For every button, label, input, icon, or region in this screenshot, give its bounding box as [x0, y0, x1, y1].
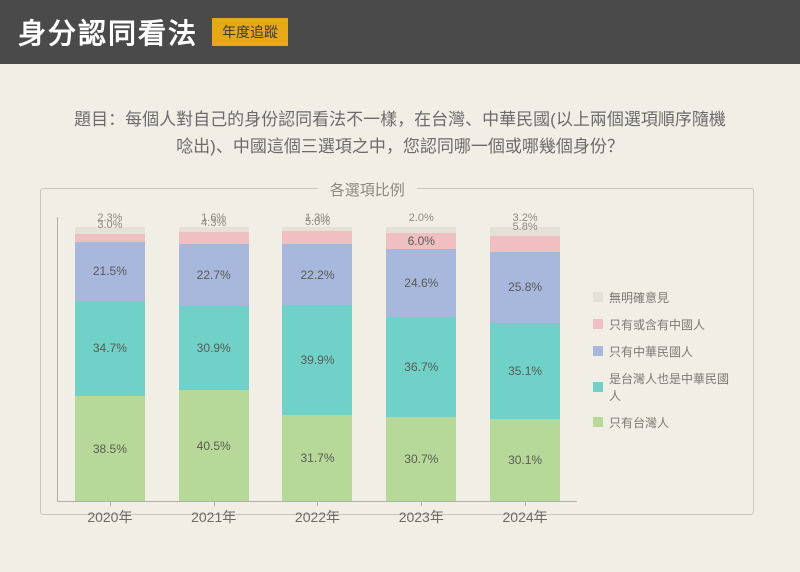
seg-value: 5.8%: [513, 221, 538, 233]
seg-tw_roc: 34.7%: [75, 301, 145, 396]
seg-only_roc: 24.6%: [386, 249, 456, 316]
seg-value: 2.0%: [409, 212, 434, 224]
header-bar: 身分認同看法 年度追蹤: [0, 0, 800, 64]
legend-swatch: [593, 346, 603, 356]
chart-container: 各選項比例 2.3%3.0%21.5%34.7%38.5%1.6%4.3%22.…: [40, 188, 754, 515]
seg-value: 39.9%: [300, 353, 334, 367]
seg-only_tw: 31.7%: [282, 415, 352, 502]
bar-2020年: 2.3%3.0%21.5%34.7%38.5%: [75, 227, 145, 501]
seg-only_roc: 22.2%: [282, 244, 352, 305]
legend-item-only_tw: 只有台灣人: [593, 414, 737, 431]
seg-only_tw: 30.1%: [490, 419, 560, 501]
seg-has_cn: 5.8%: [490, 236, 560, 252]
seg-value: 22.2%: [300, 268, 334, 282]
seg-tw_roc: 36.7%: [386, 317, 456, 418]
seg-only_tw: 30.7%: [386, 417, 456, 501]
x-tick: 2024年: [490, 507, 560, 527]
legend-item-no_op: 無明確意見: [593, 289, 737, 306]
seg-value: 36.7%: [404, 360, 438, 374]
legend-item-only_roc: 只有中華民國人: [593, 343, 737, 360]
seg-only_roc: 22.7%: [179, 244, 249, 306]
seg-value: 4.3%: [201, 217, 226, 229]
seg-value: 34.7%: [93, 341, 127, 355]
seg-value: 6.0%: [408, 234, 435, 248]
seg-value: 30.7%: [404, 452, 438, 466]
seg-value: 40.5%: [197, 439, 231, 453]
seg-tw_roc: 35.1%: [490, 323, 560, 419]
seg-value: 22.7%: [197, 268, 231, 282]
page-title: 身分認同看法: [18, 12, 198, 52]
legend-swatch: [593, 382, 603, 392]
seg-has_cn: 5.0%: [282, 231, 352, 245]
legend-label: 只有台灣人: [609, 414, 669, 431]
legend-label: 是台灣人也是中華民國人: [609, 370, 737, 404]
seg-has_cn: 6.0%: [386, 233, 456, 249]
bar-2024年: 3.2%5.8%25.8%35.1%30.1%: [490, 227, 560, 501]
seg-only_roc: 25.8%: [490, 252, 560, 323]
seg-tw_roc: 30.9%: [179, 306, 249, 391]
legend-label: 無明確意見: [609, 289, 669, 306]
tracking-badge: 年度追蹤: [212, 18, 288, 46]
seg-value: 5.0%: [305, 216, 330, 228]
seg-only_roc: 21.5%: [75, 242, 145, 301]
bar-2023年: 2.0%6.0%24.6%36.7%30.7%: [386, 227, 456, 501]
legend-item-tw_roc: 是台灣人也是中華民國人: [593, 370, 737, 404]
seg-value: 38.5%: [93, 442, 127, 456]
seg-value: 31.7%: [300, 451, 334, 465]
x-tick: 2023年: [386, 507, 456, 527]
legend-swatch: [593, 319, 603, 329]
seg-only_tw: 38.5%: [75, 396, 145, 502]
legend: 無明確意見只有或含有中國人只有中華民國人是台灣人也是中華民國人只有台灣人: [585, 217, 737, 502]
legend-swatch: [593, 292, 603, 302]
chart-frame-label: 各選項比例: [318, 179, 417, 200]
legend-label: 只有中華民國人: [609, 343, 693, 360]
seg-has_cn: 4.3%: [179, 232, 249, 244]
x-tick: 2022年: [282, 507, 352, 527]
bar-2022年: 1.3%5.0%22.2%39.9%31.7%: [282, 227, 352, 501]
seg-only_tw: 40.5%: [179, 390, 249, 501]
seg-value: 30.1%: [508, 453, 542, 467]
chart-frame: 各選項比例 2.3%3.0%21.5%34.7%38.5%1.6%4.3%22.…: [40, 188, 754, 515]
x-tick: 2021年: [179, 507, 249, 527]
legend-item-has_cn: 只有或含有中國人: [593, 316, 737, 333]
seg-value: 30.9%: [197, 341, 231, 355]
legend-label: 只有或含有中國人: [609, 316, 705, 333]
seg-value: 21.5%: [93, 264, 127, 278]
seg-has_cn: 3.0%: [75, 234, 145, 242]
legend-swatch: [593, 417, 603, 427]
plot-area: 2.3%3.0%21.5%34.7%38.5%1.6%4.3%22.7%30.9…: [57, 217, 577, 502]
bar-2021年: 1.6%4.3%22.7%30.9%40.5%: [179, 227, 249, 501]
seg-value: 3.0%: [97, 219, 122, 231]
seg-value: 35.1%: [508, 364, 542, 378]
seg-tw_roc: 39.9%: [282, 305, 352, 414]
seg-value: 25.8%: [508, 280, 542, 294]
seg-value: 24.6%: [404, 276, 438, 290]
x-tick: 2020年: [75, 507, 145, 527]
survey-question: 題目：每個人對自己的身份認同看法不一樣，在台灣、中華民國(以上兩個選項順序隨機唸…: [0, 64, 800, 180]
